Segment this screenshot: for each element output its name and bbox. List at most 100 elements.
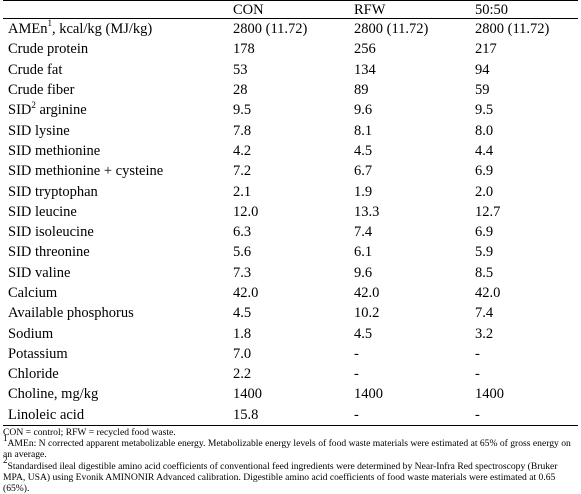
cell-rfw: 4.5	[354, 325, 373, 342]
row-label: Crude protein	[3, 39, 233, 59]
row-label: SID methionine	[3, 141, 233, 161]
table-row: SID valine 7.3 9.6 8.5	[3, 263, 578, 283]
cell-con: 12.0	[233, 203, 259, 220]
cell-5050: 1400	[475, 386, 504, 403]
cell-rfw: -	[354, 345, 359, 362]
table-row: Crude fiber 28 89 59	[3, 80, 578, 100]
row-label-text: Crude fat	[8, 61, 63, 78]
table-row: SID isoleucine 6.3 7.4 6.9	[3, 222, 578, 242]
cell-con: 28	[233, 82, 248, 99]
cell-con: 7.0	[233, 345, 252, 362]
cell-con: 42.0	[233, 285, 259, 301]
row-label: AMEn1, kcal/kg (MJ/kg)	[3, 19, 233, 40]
row-label: SID tryptophan	[3, 181, 233, 201]
cell-5050: 12.7	[475, 203, 501, 220]
row-label: SID lysine	[3, 120, 233, 140]
row-label: SID methionine + cysteine	[3, 161, 233, 181]
cell-con: 4.5	[233, 305, 252, 322]
table-row: Choline, mg/kg 1400 1400 1400	[3, 384, 578, 404]
table-row: Crude protein 178 256 217	[3, 39, 578, 59]
row-label-text: SID	[8, 102, 32, 119]
cell-rfw: 1.9	[354, 183, 373, 200]
header-cell-rfw: RFW	[354, 0, 475, 19]
cell-con: 5.6	[233, 244, 252, 261]
row-label: Chloride	[3, 364, 233, 384]
cell-5050: 5.9	[475, 244, 494, 261]
footnote-marker: 1	[47, 18, 52, 29]
row-label-text: Potassium	[8, 345, 68, 362]
cell-rfw: 9.6	[354, 264, 373, 281]
cell-5050: 42.0	[475, 285, 501, 301]
cell-con: 53	[233, 61, 248, 78]
row-label: Crude fiber	[3, 80, 233, 100]
table-notes: CON = control; RFW = recycled food waste…	[3, 427, 578, 494]
table-body: AMEn1, kcal/kg (MJ/kg) 2800 (11.72) 2800 (…	[3, 19, 578, 426]
row-label: Available phosphorus	[3, 303, 233, 323]
cell-con: 2.1	[233, 183, 252, 200]
row-label-text: Chloride	[8, 366, 59, 383]
cell-rfw: 1400	[354, 386, 383, 403]
cell-5050: 2.0	[475, 183, 494, 200]
row-label-text: Calcium	[8, 285, 58, 301]
cell-con: 7.8	[233, 122, 252, 139]
cell-5050: 2800 (11.72)	[475, 21, 550, 38]
cell-rfw: 42.0	[354, 285, 380, 301]
note-1: 1AMEn: N corrected apparent metabolizabl…	[3, 433, 578, 460]
cell-rfw: 6.1	[354, 244, 373, 261]
cell-con: 15.8	[233, 404, 354, 426]
cell-con: 178	[233, 41, 255, 58]
header-cell-label	[3, 0, 233, 19]
row-label-text: SID lysine	[8, 122, 70, 139]
table-row: SID2 arginine 9.5 9.6 9.5	[3, 100, 578, 120]
table-row: SID lysine 7.8 8.1 8.0	[3, 120, 578, 140]
row-label-suffix: , kcal/kg (MJ/kg)	[51, 21, 153, 38]
row-label: SID leucine	[3, 202, 233, 222]
row-label: SID threonine	[3, 242, 233, 262]
row-label: Crude fat	[3, 60, 233, 80]
row-label-text: Choline, mg/kg	[8, 386, 99, 403]
row-label-text: SID methionine + cysteine	[8, 163, 164, 180]
table-row: Potassium 7.0 - -	[3, 344, 578, 364]
cell-5050: 94	[475, 61, 490, 78]
row-label: Linoleic acid	[3, 404, 233, 426]
document: CON RFW 50:50 AMEn1, kcal/kg (MJ/kg) 2800…	[3, 0, 578, 494]
row-label-text: SID isoleucine	[8, 224, 94, 241]
row-label-text: SID valine	[8, 264, 71, 281]
table-row: Available phosphorus 4.5 10.2 7.4	[3, 303, 578, 323]
cell-con: 1400	[233, 386, 262, 403]
cell-5050: -	[475, 345, 480, 362]
cell-5050: 9.5	[475, 102, 494, 119]
table-row: SID threonine 5.6 6.1 5.9	[3, 242, 578, 262]
cell-rfw: 13.3	[354, 203, 380, 220]
cell-rfw: 2800 (11.72)	[354, 21, 429, 38]
row-label-text: Crude protein	[8, 41, 89, 58]
table-row: Calcium 42.0 42.0 42.0	[3, 283, 578, 303]
note-1-marker: 1	[3, 432, 8, 443]
table-row: SID methionine + cysteine 7.2 6.7 6.9	[3, 161, 578, 181]
cell-5050: 8.0	[475, 122, 494, 139]
header-cell-con: CON	[233, 0, 354, 19]
row-label: SID valine	[3, 263, 233, 283]
table-row: Sodium 1.8 4.5 3.2	[3, 323, 578, 343]
cell-con: 2.2	[233, 366, 252, 383]
row-label-text: SID leucine	[8, 203, 77, 220]
cell-5050: 8.5	[475, 264, 494, 281]
note-abbreviations: CON = control; RFW = recycled food waste…	[3, 426, 176, 438]
cell-5050: -	[475, 366, 480, 383]
cell-rfw: 9.6	[354, 102, 373, 119]
cell-rfw: 134	[354, 61, 376, 78]
nutrient-table: CON RFW 50:50 AMEn1, kcal/kg (MJ/kg) 2800…	[3, 0, 578, 426]
header-row: CON RFW 50:50	[3, 0, 578, 19]
table-row: SID leucine 12.0 13.3 12.7	[3, 202, 578, 222]
cell-5050: 3.2	[475, 325, 494, 342]
cell-rfw: -	[354, 366, 359, 383]
cell-5050: 4.4	[475, 142, 494, 159]
cell-con: 2800 (11.72)	[233, 21, 308, 38]
footnote-marker: 2	[31, 99, 36, 110]
cell-5050: 59	[475, 82, 490, 99]
row-label-text: AMEn	[8, 21, 48, 38]
cell-5050: 6.9	[475, 224, 494, 241]
cell-con: 6.3	[233, 224, 252, 241]
row-label-suffix: arginine	[35, 102, 87, 119]
table-row: AMEn1, kcal/kg (MJ/kg) 2800 (11.72) 2800 (…	[3, 19, 578, 40]
